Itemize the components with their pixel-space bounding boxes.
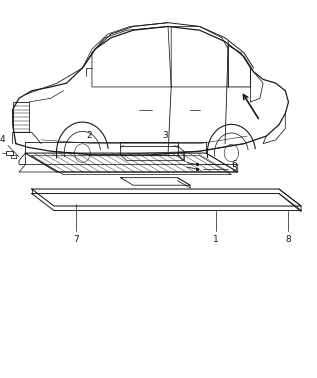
Text: 2: 2 [86, 131, 92, 140]
Text: 7: 7 [73, 235, 79, 244]
Text: 4: 4 [0, 135, 5, 144]
Text: 5: 5 [231, 164, 237, 174]
Text: 6: 6 [231, 160, 237, 169]
Text: 1: 1 [213, 235, 218, 244]
Text: 8: 8 [286, 235, 291, 244]
Text: 3: 3 [162, 131, 168, 140]
